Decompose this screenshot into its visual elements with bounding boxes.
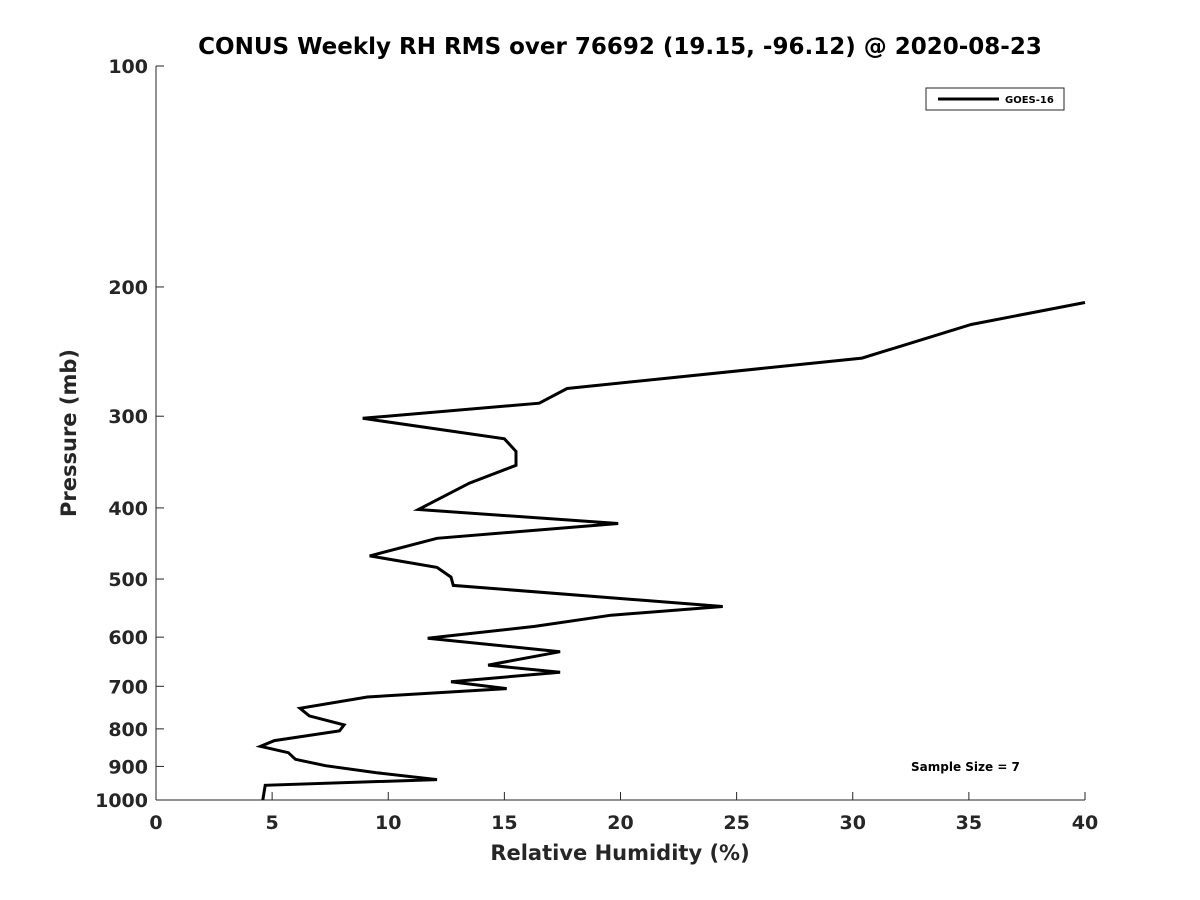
y-tick-label: 300 [108,406,148,428]
x-tick-label: 40 [1072,812,1098,834]
y-tick-label: 100 [108,56,148,78]
y-tick-label: 500 [108,569,148,591]
x-tick-label: 10 [375,812,401,834]
x-tick-label: 15 [491,812,517,834]
x-tick-label: 25 [723,812,749,834]
sample-size-annotation: Sample Size = 7 [911,760,1020,774]
chart-title: CONUS Weekly RH RMS over 76692 (19.15, -… [198,34,1042,60]
y-tick-label: 700 [108,676,148,698]
y-axis-label: Pressure (mb) [57,349,81,517]
y-tick-label: 400 [108,498,148,520]
x-ticks: 0 5 10 15 20 25 30 35 40 [149,792,1098,834]
legend-label-goes-16: GOES-16 [1005,95,1054,106]
x-axis-label: Relative Humidity (%) [490,841,749,865]
y-tick-label: 200 [108,277,148,299]
y-ticks: 100 200 300 400 500 600 700 800 900 1000 [95,56,164,812]
y-tick-label: 600 [108,627,148,649]
y-tick-label: 800 [108,719,148,741]
legend: GOES-16 [925,87,1065,111]
x-tick-label: 20 [607,812,633,834]
x-tick-label: 30 [840,812,866,834]
x-tick-label: 5 [266,812,279,834]
series-line-goes-16 [255,301,1086,801]
series-layer [255,301,1086,801]
y-tick-label: 900 [108,756,148,778]
y-tick-label: 1000 [95,790,148,812]
x-tick-label: 0 [149,812,162,834]
x-tick-label: 35 [956,812,982,834]
